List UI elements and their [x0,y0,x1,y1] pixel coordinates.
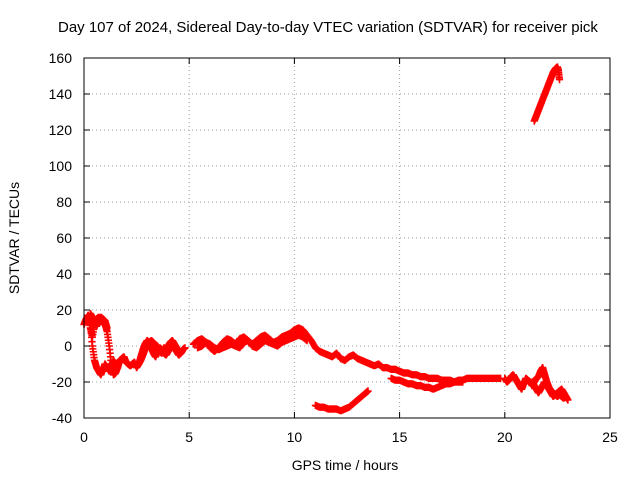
tick-layer: 0 5 10 15 20 25 -40 -20 0 20 40 60 80 100 120 140 160 [49,50,618,445]
data-point-marker [555,76,564,84]
x-tick-label: 10 [287,429,303,445]
x-tick-label: 5 [185,429,193,445]
y-tick-label: 20 [56,302,72,318]
y-tick-label: 100 [49,158,73,174]
data-point-marker [562,392,570,400]
x-tick-label: 20 [497,429,513,445]
series-layer [80,63,572,415]
x-axis-title: GPS time / hours [292,457,399,473]
data-point-marker [114,364,122,372]
x-tick-label: 25 [602,429,618,445]
y-tick-label: 140 [49,86,73,102]
grid-layer [84,58,610,418]
data-point-marker [303,337,311,345]
chart-title: Day 107 of 2024, Sidereal Day-to-day VTE… [58,19,598,36]
y-tick-label: 120 [49,122,73,138]
y-tick-label: -40 [52,410,72,426]
y-tick-label: -20 [52,374,72,390]
y-tick-label: 40 [56,266,72,282]
x-tick-label: 0 [80,429,88,445]
data-point-marker [103,324,111,332]
data-point-marker [459,378,467,386]
data-point-marker [179,346,187,354]
plot-frame [83,57,611,419]
y-tick-label: 60 [56,230,72,246]
y-tick-label: 160 [49,50,73,66]
y-axis-title: SDTVAR / TECUs [6,182,22,294]
y-tick-label: 0 [64,338,72,354]
y-tick-label: 80 [56,194,72,210]
data-point-marker [364,387,372,395]
x-tick-label: 15 [392,429,408,445]
